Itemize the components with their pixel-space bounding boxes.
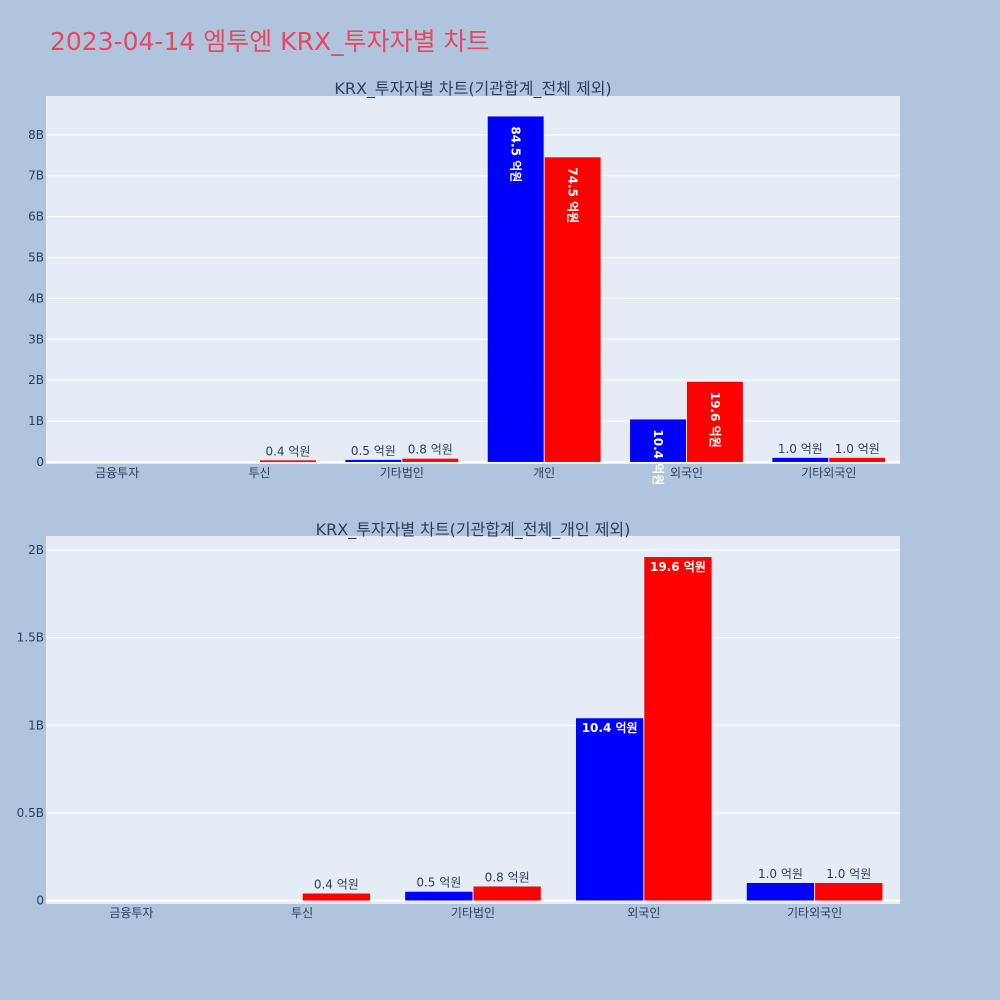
y-tick-label: 5B [28, 251, 44, 265]
plot-area [46, 96, 900, 464]
data-label: 10.4 억원 [651, 429, 665, 485]
data-label: 0.8 억원 [408, 443, 453, 457]
y-tick-label: 0.5B [17, 806, 44, 820]
data-label: 1.0 억원 [778, 442, 823, 456]
data-label: 0.4 억원 [314, 877, 359, 891]
y-tick-label: 6B [28, 210, 44, 224]
x-tick-label: 투신 [248, 466, 270, 480]
bar [487, 116, 544, 462]
data-label: 0.5 억원 [416, 876, 461, 890]
bar [575, 718, 644, 901]
bar [302, 893, 371, 901]
y-tick-label: 3B [28, 332, 44, 346]
x-tick-label: 개인 [533, 466, 555, 480]
bar [829, 457, 886, 462]
x-tick-label: 외국인 [670, 466, 703, 480]
data-label: 1.0 억원 [758, 867, 803, 881]
chart-title: KRX_투자자별 차트(기관합계_전체_개인 제외) [316, 520, 631, 540]
data-label: 84.5 억원 [509, 126, 523, 182]
y-tick-label: 0 [36, 455, 44, 469]
x-tick-label: 기타외국인 [787, 906, 842, 920]
page-title: 2023-04-14 엠투엔 KRX_투자자별 차트 [50, 27, 490, 56]
bar [345, 459, 402, 462]
bar [687, 381, 743, 462]
data-label: 10.4 억원 [582, 721, 638, 735]
x-tick-label: 투신 [291, 906, 313, 920]
bar [630, 419, 686, 462]
y-tick-label: 4B [28, 291, 44, 305]
chart-investor-all: 0 1B 2B 3B 4B 5B 6B 7B 8B KRX_투자자별 차트(기관합계_전체 제외)… [28, 79, 900, 485]
bar [260, 460, 316, 462]
y-tick-label: 0 [36, 893, 44, 907]
bar [746, 882, 815, 901]
data-label: 0.8 억원 [485, 870, 530, 884]
data-label: 1.0 억원 [835, 442, 880, 456]
data-label: 74.5 억원 [566, 167, 580, 223]
plot-area [46, 536, 900, 904]
y-tick-label: 2B [28, 373, 44, 387]
chart-investor-excl-individual: 0 0.5B 1B 1.5B 2B KRX_투자자별 차트(기관합계_전체_개인 제외) 금… [17, 520, 900, 920]
bar [815, 882, 883, 901]
x-tick-label: 기타법인 [451, 906, 495, 920]
x-tick-label: 기타외국인 [801, 466, 856, 480]
y-tick-label: 1.5B [17, 631, 44, 645]
y-tick-label: 2B [28, 543, 44, 557]
y-tick-label: 1B [28, 718, 44, 732]
data-label: 19.6 억원 [708, 392, 722, 448]
data-label: 0.4 억원 [265, 444, 310, 458]
y-tick-label: 7B [28, 169, 44, 183]
x-tick-label: 금융투자 [95, 466, 139, 480]
bar [402, 458, 459, 462]
bar [405, 891, 473, 901]
bar [772, 457, 829, 462]
bar [473, 886, 541, 901]
data-label: 19.6 억원 [650, 560, 706, 574]
data-label: 0.5 억원 [351, 444, 396, 458]
x-tick-label: 기타법인 [380, 466, 424, 480]
y-tick-label: 8B [28, 128, 44, 142]
chart-title: KRX_투자자별 차트(기관합계_전체 제외) [334, 79, 611, 99]
data-label: 1.0 억원 [826, 867, 871, 881]
x-tick-label: 금융투자 [109, 906, 153, 920]
bar [544, 157, 601, 462]
y-tick-label: 1B [28, 414, 44, 428]
x-tick-label: 외국인 [627, 906, 660, 920]
bar [644, 557, 712, 901]
